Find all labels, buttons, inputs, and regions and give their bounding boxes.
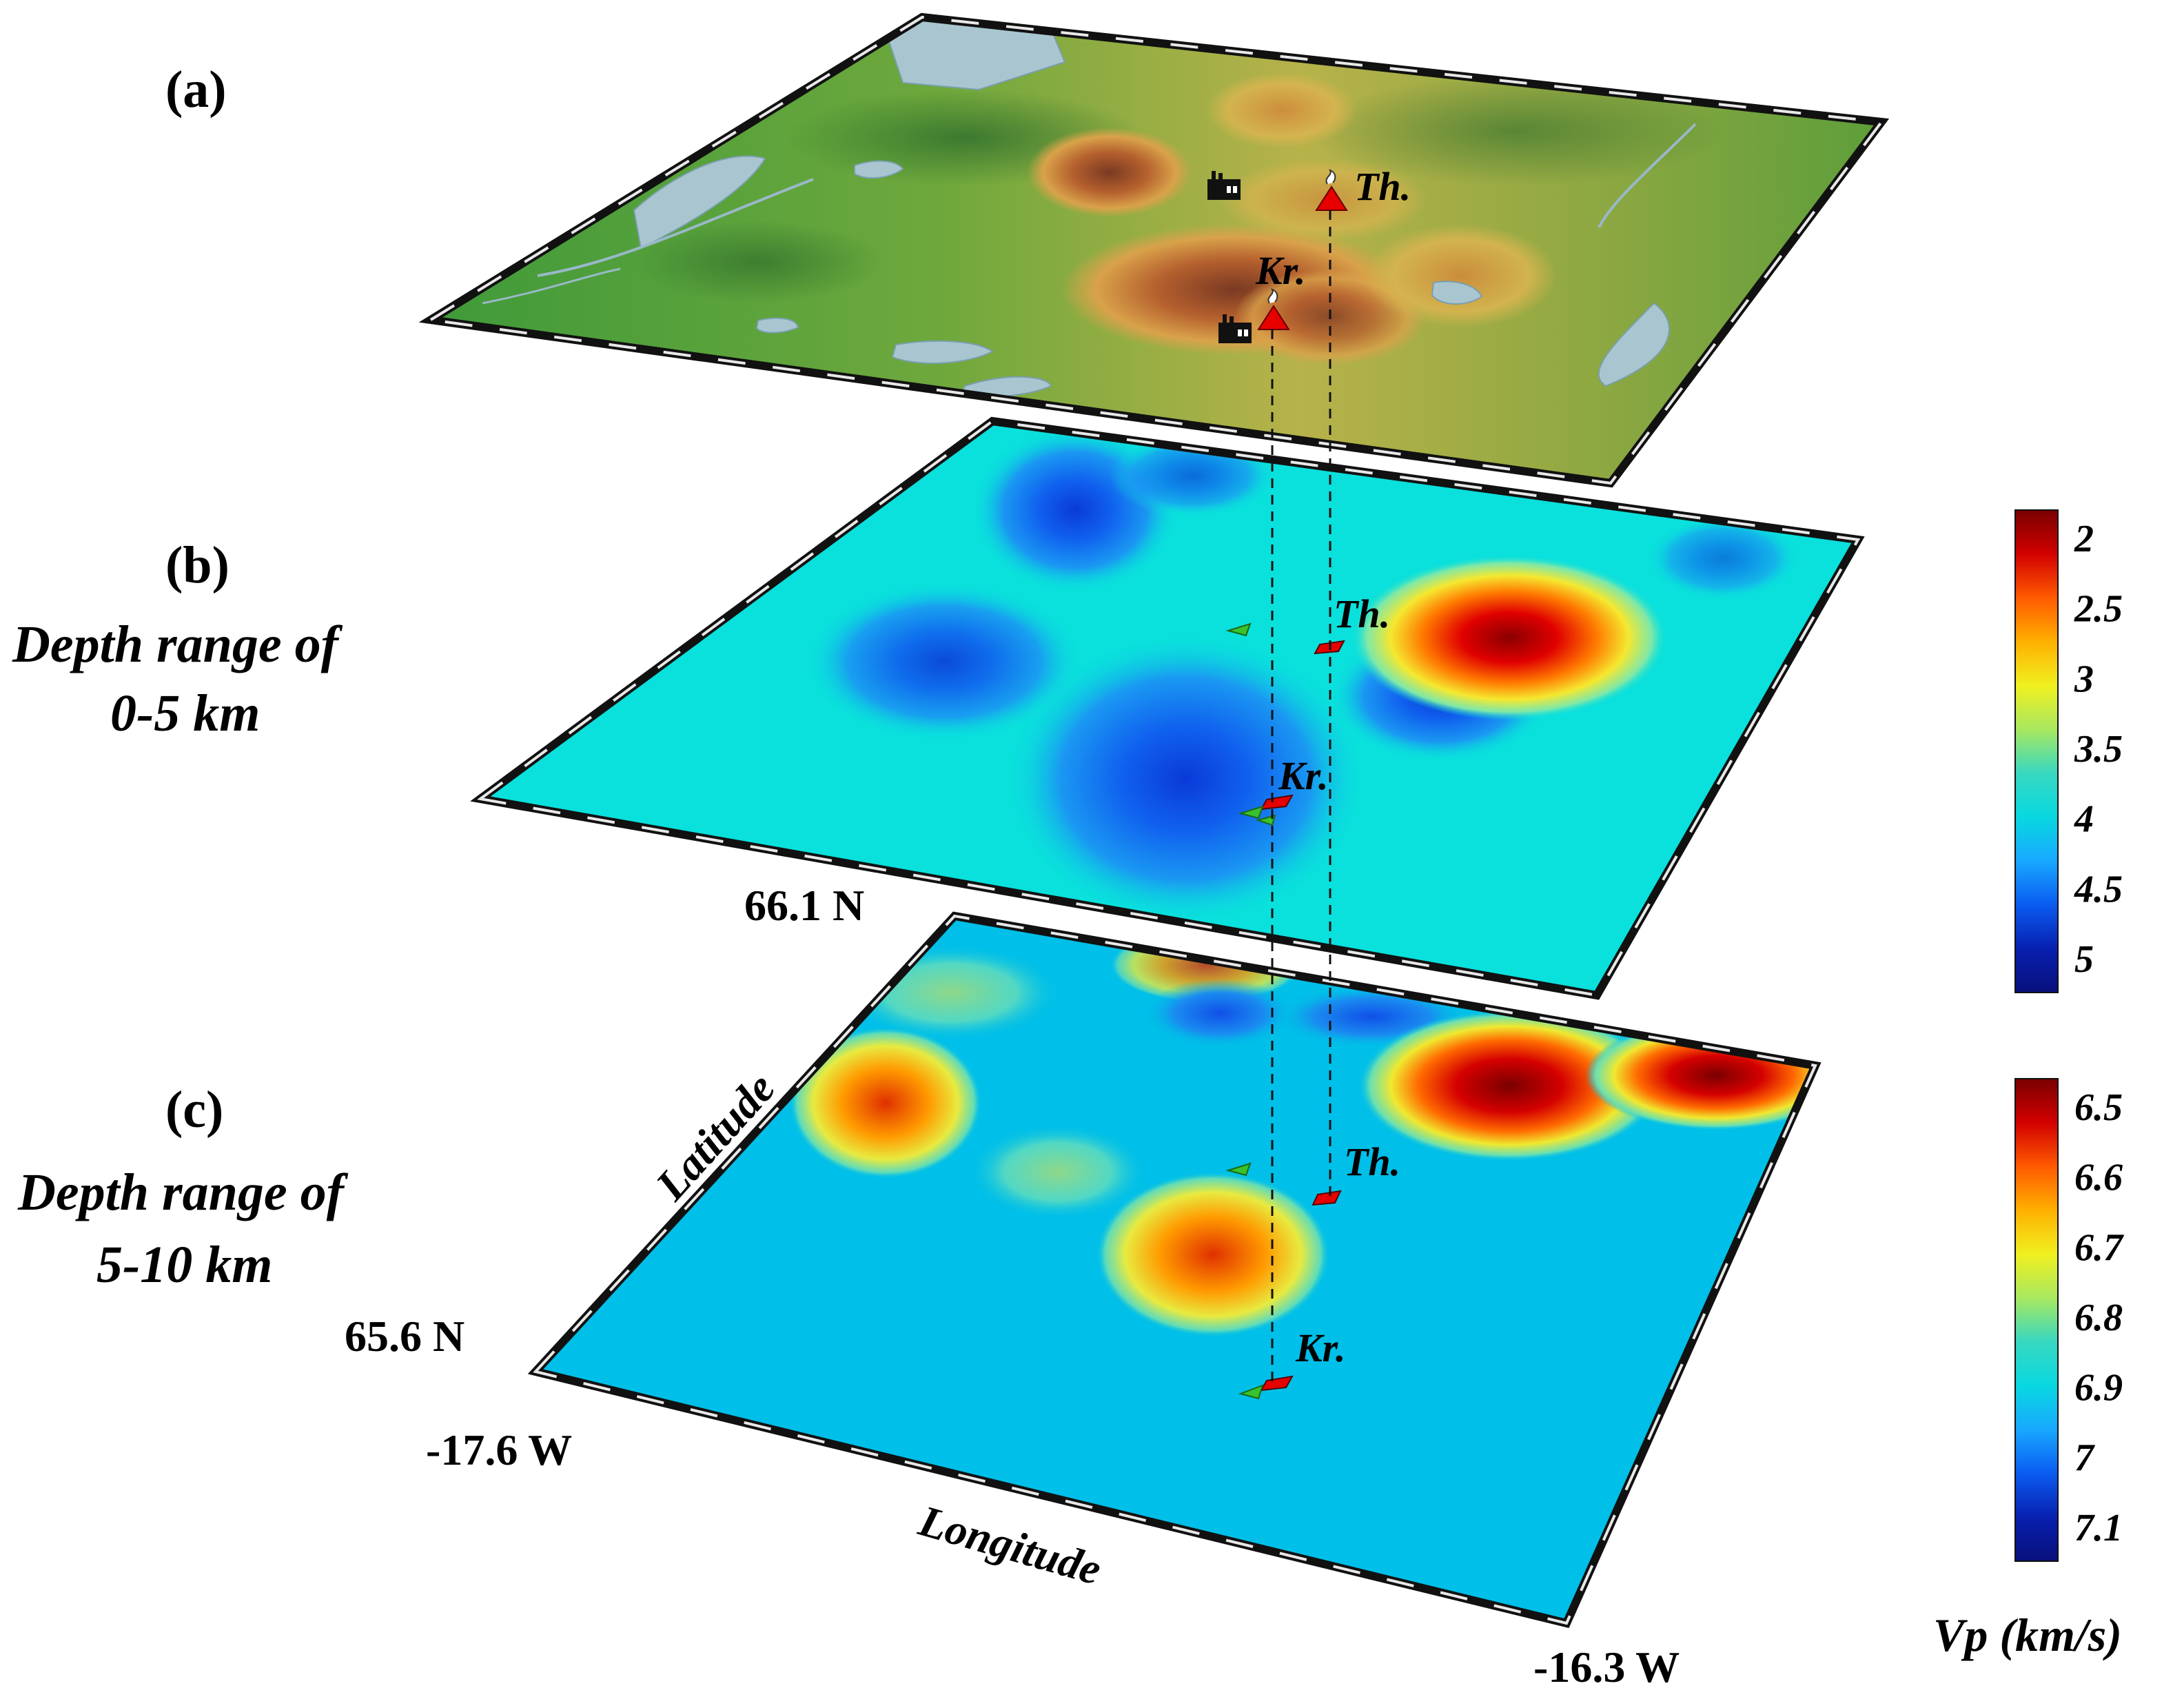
colorbar-b-bar	[2014, 509, 2059, 993]
latitude-north-label: 66.1 N	[744, 881, 864, 930]
volcano-label-krafla: Kr.	[1295, 1325, 1346, 1370]
colorbar-c: 6.5 6.6 6.7 6.8 6.9 7 7.1	[2014, 1078, 2124, 1562]
colorbar_c-tick-label: 6.9	[2074, 1367, 2123, 1410]
volcano-label-theistareykir: Th.	[1334, 591, 1390, 636]
longitude-west-label: -17.6 W	[426, 1425, 572, 1474]
colorbar_c-tick-label: 7.1	[2074, 1507, 2123, 1549]
colorbar_c-tick-label: 6.8	[2074, 1297, 2123, 1339]
panel-c-caption: Depth range of	[17, 1163, 349, 1221]
panel-b-velocity-0-5km	[470, 416, 1865, 1000]
volcano-label-krafla: Kr.	[1278, 753, 1329, 798]
volcano-marker	[1260, 1375, 1294, 1392]
colorbar_c-tick-label: 7	[2074, 1436, 2095, 1479]
volcano-label-theistareykir: Th.	[1354, 164, 1411, 209]
colorbar_b-tick-label: 3.5	[2074, 728, 2123, 771]
seismic-station-marker	[1238, 1384, 1264, 1400]
volcano-icon	[1315, 169, 1348, 211]
colorbar_b-tick-label: 4.5	[2074, 868, 2123, 911]
panel-a-topography	[418, 12, 1890, 488]
seismic-station-marker	[1238, 805, 1264, 820]
panel-b-label: (b)	[165, 536, 229, 594]
colorbar_b-tick-label: 5	[2074, 938, 2094, 981]
volcano-label-krafla: Kr.	[1255, 248, 1306, 293]
panel-c-velocity-5-10km	[527, 911, 1822, 1629]
volcano-icon	[1257, 288, 1290, 330]
colorbar_c-tick-label: 6.6	[2074, 1157, 2123, 1199]
panel-c-label: (c)	[165, 1081, 223, 1139]
colorbar-c-bar	[2014, 1078, 2059, 1562]
colorbar_c-tick-label: 6.7	[2074, 1226, 2124, 1269]
power-plant-icon	[1207, 171, 1241, 200]
colorbar-b: 2 2.5 3 3.5 4 4.5 5	[2014, 509, 2123, 993]
colorbar_b-tick-label: 2.5	[2074, 588, 2123, 631]
panel-b-caption: 0-5 km	[110, 684, 260, 742]
longitude-east-label: -16.3 W	[1533, 1643, 1680, 1691]
seismic-station-marker	[1255, 814, 1276, 826]
panel-a-label: (a)	[165, 61, 227, 119]
latitude-south-label: 65.6 N	[345, 1312, 465, 1361]
colorbar_b-tick-label: 2	[2074, 518, 2094, 560]
velocity-unit-label: Vp (km/s)	[1933, 1609, 2122, 1661]
power-plant-icon	[1218, 314, 1252, 343]
longitude-axis-label: Longitude	[913, 1496, 1106, 1594]
seismic-station-marker	[1225, 1162, 1252, 1177]
volcano-marker	[1312, 1190, 1342, 1206]
colorbar_c-tick-label: 6.5	[2074, 1086, 2123, 1129]
seismic-station-marker	[1225, 622, 1252, 637]
colorbar_b-tick-label: 4	[2074, 798, 2094, 841]
volcano-label-theistareykir: Th.	[1344, 1139, 1400, 1184]
panel-c-caption: 5-10 km	[96, 1236, 272, 1294]
panel-b-caption: Depth range of	[12, 616, 343, 673]
colorbar_b-tick-label: 3	[2074, 658, 2094, 700]
